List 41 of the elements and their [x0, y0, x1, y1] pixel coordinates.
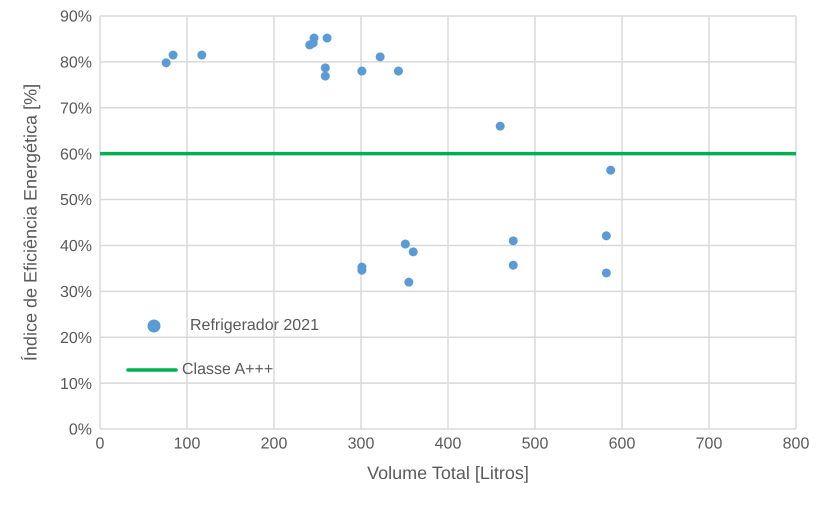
- x-tick-label: 100: [174, 435, 200, 452]
- point: [602, 268, 611, 278]
- legend-label: Refrigerador 2021: [190, 317, 319, 335]
- point: [394, 66, 403, 76]
- y-tick-label: 20%: [60, 330, 92, 347]
- legend-label: Classe A+++: [182, 361, 274, 379]
- x-tick-label: 200: [260, 435, 288, 452]
- point: [606, 166, 616, 175]
- y-tick-label: 0%: [68, 422, 92, 439]
- point: [400, 240, 410, 249]
- point: [320, 72, 330, 81]
- point: [404, 278, 414, 287]
- point: [496, 122, 505, 131]
- point: [357, 66, 366, 76]
- point: [408, 247, 418, 256]
- point: [162, 58, 171, 68]
- x-tick-label: 400: [434, 435, 462, 452]
- point: [508, 260, 518, 270]
- x-axis-title: Volume Total [Litros]: [367, 463, 529, 483]
- x-tick-label: 300: [348, 435, 374, 452]
- y-tick-label: 90%: [60, 8, 92, 26]
- y-tick-label: 40%: [60, 238, 92, 256]
- point: [376, 52, 385, 62]
- y-axis-title: Índice de Eficiência Energética [%]: [20, 84, 40, 362]
- y-tick-label: 60%: [60, 146, 92, 164]
- x-tick-label: 600: [608, 435, 636, 452]
- point: [602, 231, 611, 240]
- x-tick-label: 500: [522, 435, 548, 452]
- y-tick-label: 50%: [60, 192, 92, 210]
- point: [320, 63, 330, 72]
- x-tick-label: 800: [782, 435, 810, 452]
- y-tick-label: 30%: [60, 284, 92, 302]
- point: [508, 236, 518, 246]
- y-tick-label: 70%: [60, 100, 92, 118]
- x-tick-label: 700: [696, 435, 722, 452]
- y-tick-label: 80%: [60, 54, 92, 72]
- point: [197, 50, 206, 60]
- y-tick-label: 10%: [60, 376, 92, 393]
- x-tick-label: 0: [96, 435, 105, 452]
- point: [322, 34, 332, 43]
- point: [168, 50, 178, 60]
